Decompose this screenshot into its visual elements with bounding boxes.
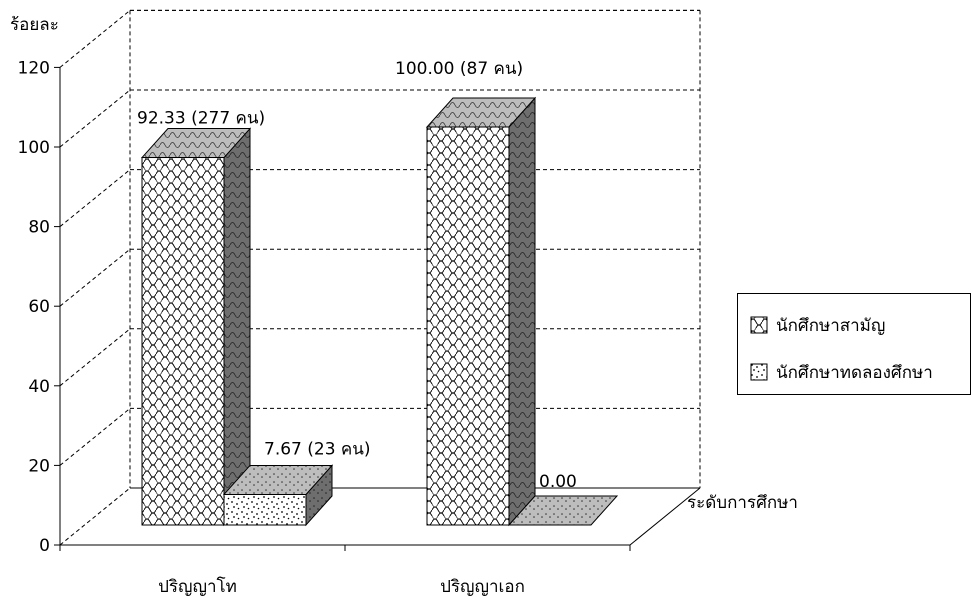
side-gridline xyxy=(59,169,131,227)
y-tick-label: 0 xyxy=(39,536,50,556)
legend-swatch-scale-icon xyxy=(750,316,768,334)
bars xyxy=(140,96,619,527)
side-gridline xyxy=(59,487,131,546)
bar-top-face xyxy=(425,97,537,128)
bar-0-1 xyxy=(222,464,334,527)
bar-1-0 xyxy=(425,96,537,527)
bar-front-face xyxy=(223,493,307,526)
bar-front-face xyxy=(426,126,510,526)
data-label: 92.33 (277 คน) xyxy=(137,109,265,129)
x-axis-title: ระดับการศึกษา xyxy=(687,493,798,513)
data-label: 0.00 xyxy=(539,472,577,492)
legend-label-regular: นักศึกษาสามัญ xyxy=(776,315,886,336)
legend-label-trial: นักศึกษาทดลองศึกษา xyxy=(776,362,933,383)
chart-labels: 0 20 40 60 80 100 120 ปริญญาโท ปริญญาเอก ร้อยละระ… xyxy=(10,15,798,597)
bar-top-face xyxy=(140,128,252,159)
side-gridline xyxy=(59,248,131,307)
y-tick-label: 80 xyxy=(28,218,50,238)
bar-0-0 xyxy=(140,127,252,527)
bar-front-face xyxy=(141,157,225,526)
y-tick-label: 40 xyxy=(28,377,50,397)
floor-right-edge xyxy=(629,487,701,546)
y-axis-title: ร้อยละ xyxy=(10,15,59,35)
side-gridline xyxy=(59,408,131,466)
bar-side-face xyxy=(223,127,251,527)
y-tick-label: 20 xyxy=(28,456,50,476)
bar-1-1 xyxy=(507,495,619,526)
bar-top-face xyxy=(507,495,619,526)
y-tick-label: 100 xyxy=(18,138,50,158)
x-tick-label: ปริญญาเอก xyxy=(440,577,525,597)
data-label: 7.67 (23 คน) xyxy=(264,439,371,459)
legend-item-regular: นักศึกษาสามัญ xyxy=(750,313,885,337)
bar-top-face xyxy=(222,464,334,495)
legend-swatch-dots-icon xyxy=(750,363,768,381)
legend-item-trial: นักศึกษาทดลองศึกษา xyxy=(750,360,933,384)
y-tick-label: 120 xyxy=(18,58,50,78)
y-tick-label: 60 xyxy=(28,297,50,317)
bar-side-face xyxy=(508,96,536,527)
side-gridline xyxy=(59,89,131,148)
side-gridline xyxy=(59,328,131,387)
data-label: 100.00 (87 คน) xyxy=(395,59,523,79)
x-tick-label: ปริญญาโท xyxy=(158,576,237,597)
side-gridline xyxy=(59,10,131,68)
legend: นักศึกษาสามัญ นักศึกษาทดลองศึกษา xyxy=(737,293,971,395)
